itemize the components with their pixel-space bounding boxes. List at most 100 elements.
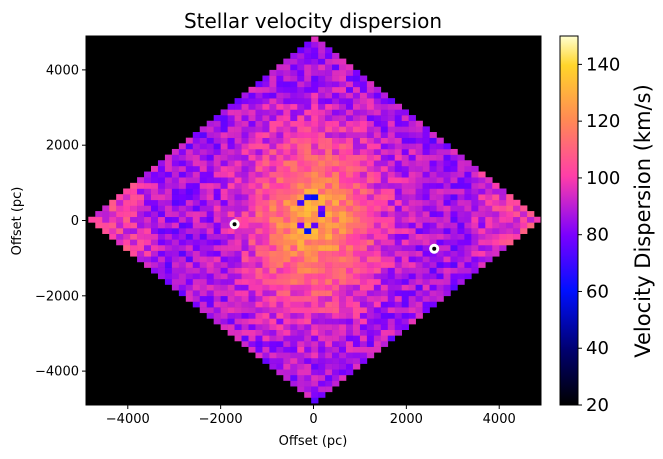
map-cell (185, 273, 194, 280)
map-cell (213, 188, 221, 195)
map-cell (422, 273, 430, 280)
map-cell (290, 369, 298, 376)
map-cell (325, 182, 333, 189)
map-cell (151, 267, 159, 274)
map-cell (241, 165, 249, 172)
map-cell (185, 267, 194, 274)
map-cell (276, 194, 284, 201)
map-cell (283, 363, 291, 370)
map-cell (185, 284, 194, 291)
map-cell (401, 273, 409, 280)
map-cell (485, 188, 493, 195)
map-cell (283, 222, 291, 229)
map-cell (206, 194, 214, 201)
map-cell (311, 165, 319, 172)
map-cell (192, 171, 201, 178)
map-cell (130, 222, 138, 229)
map-cell (178, 233, 187, 240)
map-cell (339, 369, 347, 376)
map-cell (387, 160, 396, 167)
map-cell (220, 261, 228, 268)
map-cell (185, 205, 194, 212)
map-cell (318, 160, 326, 167)
map-cell (227, 126, 235, 133)
map-cell (185, 160, 194, 167)
map-cell (436, 199, 444, 206)
map-cell (269, 352, 277, 359)
map-cell (269, 92, 277, 99)
map-cell (492, 205, 500, 212)
map-cell (227, 132, 235, 138)
map-cell (269, 357, 277, 364)
map-cell (492, 188, 500, 195)
map-cell (429, 165, 437, 172)
map-cell (220, 233, 228, 240)
map-cell (332, 284, 340, 291)
map-cell (283, 126, 291, 133)
map-cell (276, 211, 284, 218)
map-cell (471, 188, 479, 195)
map-cell (380, 115, 389, 122)
map-cell (450, 278, 458, 285)
map-cell (380, 216, 389, 223)
map-cell (283, 318, 291, 325)
map-cell (255, 284, 263, 291)
map-cell (178, 216, 187, 223)
map-cell (123, 222, 131, 229)
map-cell (387, 171, 396, 178)
map-cell (234, 211, 242, 218)
map-cell (318, 103, 326, 110)
map-cell (394, 329, 403, 336)
map-cell (192, 228, 201, 234)
map-cell (241, 233, 249, 240)
map-cell (304, 137, 312, 144)
map-cell (380, 335, 389, 342)
map-cell (422, 194, 430, 201)
map-cell (297, 290, 305, 297)
map-cell (380, 92, 389, 99)
map-cell (352, 148, 361, 155)
map-cell (339, 244, 347, 251)
map-cell (394, 295, 403, 302)
map-cell (366, 222, 375, 229)
map-cell (262, 307, 270, 314)
map-cell (311, 324, 319, 330)
map-cell (373, 154, 382, 161)
map-cell (269, 278, 277, 285)
map-cell (227, 228, 235, 234)
map-cell (304, 92, 312, 99)
map-cell (311, 290, 319, 297)
map-cell (290, 171, 298, 178)
map-cell (325, 216, 333, 223)
map-cell (436, 250, 444, 257)
map-cell (325, 103, 333, 110)
map-cell (206, 199, 214, 206)
map-cell (408, 115, 416, 122)
map-cell (457, 177, 465, 184)
map-cell (373, 290, 382, 297)
map-cell (311, 36, 319, 42)
map-cell (311, 182, 319, 189)
map-cell (464, 228, 472, 234)
map-cell (332, 261, 340, 268)
map-cell (304, 199, 312, 206)
map-cell (178, 171, 187, 178)
map-cell (220, 290, 228, 297)
map-cell (276, 199, 284, 206)
map-cell (255, 86, 263, 93)
map-cell (450, 261, 458, 268)
map-cell (164, 165, 173, 172)
map-cell (429, 132, 437, 138)
map-cell (248, 335, 256, 342)
map-cell (332, 120, 340, 127)
map-cell (352, 222, 361, 229)
map-cell (290, 64, 298, 71)
map-cell (116, 199, 124, 206)
map-cell (346, 120, 354, 127)
map-cell (499, 205, 507, 212)
map-cell (95, 222, 103, 229)
map-cell (297, 143, 305, 150)
map-cell (318, 143, 326, 150)
map-cell (339, 143, 347, 150)
map-cell (227, 233, 235, 240)
